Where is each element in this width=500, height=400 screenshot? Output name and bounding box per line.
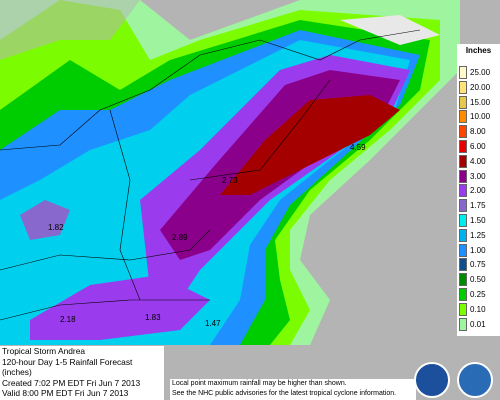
legend-label: 0.10 (470, 304, 486, 314)
legend-swatch (459, 258, 467, 272)
legend-label: 1.75 (470, 201, 486, 211)
legend-swatch (459, 302, 467, 316)
nws-logo (457, 362, 493, 398)
note-line: Local point maximum rainfall may be high… (172, 380, 347, 387)
legend-label: 20.00 (470, 82, 491, 92)
legend-label: 2.00 (470, 186, 486, 196)
legend-swatch (459, 273, 467, 287)
legend-label: 0.50 (470, 275, 486, 285)
note-line: See the NHC public advisories for the la… (172, 389, 397, 397)
border-line (0, 299, 210, 321)
legend-label: 3.00 (470, 171, 486, 181)
legend-item: 3.00 (459, 169, 500, 183)
legend-item: 0.10 (459, 302, 500, 316)
legend-label: 0.75 (470, 260, 486, 270)
legend-label: 10.00 (470, 112, 491, 122)
legend-swatch (459, 140, 467, 153)
legend-label: 6.00 (470, 142, 486, 151)
border-line (109, 109, 141, 301)
band-400 (220, 95, 400, 195)
info-line: 120-hour Day 1-5 Rainfall Forecast (inch… (2, 356, 133, 378)
legend-swatch (459, 125, 467, 139)
legend-label: 1.25 (470, 230, 486, 240)
legend-item: 1.25 (459, 228, 500, 242)
legend-label: 15.00 (470, 97, 491, 107)
point-label: 1.82 (48, 223, 64, 232)
legend-label: 25.00 (470, 68, 491, 77)
legend-label: 8.00 (470, 127, 486, 137)
legend-item: 10.00 (459, 110, 500, 124)
legend-title: Inches (465, 46, 492, 55)
legend-swatch (459, 317, 467, 331)
point-label: 2.89 (172, 233, 188, 242)
legend-item: 2.00 (459, 184, 500, 198)
legend-label: 0.25 (470, 290, 486, 299)
point-label: 1.47 (205, 319, 221, 328)
legend-item: 0.25 (459, 288, 500, 301)
dry-area (0, 0, 140, 60)
border-line (0, 229, 211, 271)
legend-label: 1.00 (470, 245, 486, 255)
legend-swatch (459, 169, 467, 183)
info-line: Valid 8:00 PM EDT Fri Jun 7 2013 (2, 388, 129, 399)
point-label: 2.18 (60, 315, 76, 324)
legend-swatch (459, 199, 467, 213)
info-line: Tropical Storm Andrea (2, 346, 86, 356)
legend-label: 1.50 (470, 216, 486, 225)
legend-item: 0.50 (459, 273, 500, 287)
legend-label: 4.00 (470, 156, 486, 166)
legend-label: 0.01 (470, 319, 486, 329)
legend-item: 1.00 (459, 243, 500, 257)
info-box: Tropical Storm Andrea 120-hour Day 1-5 Ra… (0, 346, 164, 400)
legend-item: 1.50 (459, 214, 500, 227)
legend-swatch (459, 80, 467, 94)
legend-item: 6.00 (459, 140, 500, 153)
boundaries (0, 29, 421, 321)
legend-swatch (459, 66, 467, 79)
legend-swatch (459, 288, 467, 301)
info-line: Created 7:02 PM EDT Fri Jun 7 2013 (2, 377, 141, 388)
legend-swatch (459, 214, 467, 227)
band-200b (30, 275, 210, 340)
info-line: through 8:00 PM EDT Wed Jun 12 2013 (2, 399, 164, 400)
island (340, 15, 440, 45)
legend-item: 20.00 (459, 80, 500, 94)
point-label: 2.73 (222, 176, 238, 185)
legend-swatch (459, 243, 467, 257)
legend-item: 4.00 (459, 154, 500, 168)
band-175 (20, 200, 70, 240)
border-line (0, 29, 421, 151)
legend-item: 1.75 (459, 199, 500, 213)
point-label: 4.59 (350, 143, 366, 152)
legend-item: 0.75 (459, 258, 500, 272)
legend-swatch (459, 184, 467, 198)
border-line (189, 79, 331, 181)
legend-item: 25.00 (459, 66, 500, 79)
legend-swatch (459, 95, 467, 109)
legend-item: 0.01 (459, 317, 500, 331)
noaa-logo (414, 362, 450, 398)
legend-item: 8.00 (459, 125, 500, 139)
point-label: 1.83 (145, 313, 161, 322)
note-box: Local point maximum rainfall may be high… (170, 379, 416, 400)
legend-swatch (459, 154, 467, 168)
legend-swatch (459, 228, 467, 242)
legend: Inches 25.00 20.00 15.00 10.00 8.00 6.00 4.00 3… (457, 44, 500, 336)
legend-swatch (459, 110, 467, 124)
legend-item: 15.00 (459, 95, 500, 109)
